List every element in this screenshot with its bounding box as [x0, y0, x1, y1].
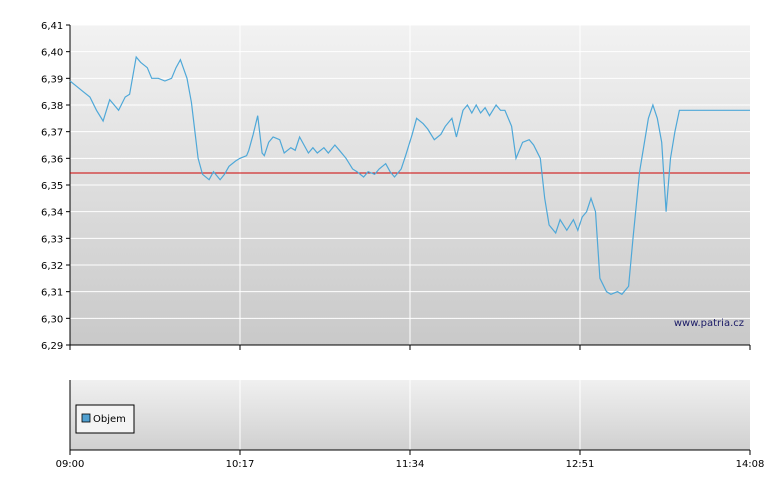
y-tick-label: 6,36 — [41, 154, 63, 165]
y-tick-label: 6,37 — [41, 128, 63, 139]
x-tick-label: 10:17 — [226, 459, 255, 470]
y-tick-label: 6,40 — [41, 48, 63, 59]
watermark: www.patria.cz — [674, 318, 744, 329]
x-tick-label: 09:00 — [56, 459, 85, 470]
y-tick-label: 6,39 — [41, 74, 63, 85]
y-tick-label: 6,29 — [41, 341, 63, 352]
y-tick-label: 6,34 — [41, 208, 63, 219]
price-x-tick-marks — [69, 345, 751, 350]
y-tick-label: 6,30 — [41, 314, 63, 325]
x-tick-label: 14:08 — [736, 459, 765, 470]
time-x-tick-labels: 09:00 10:17 11:34 12:51 14:08 — [56, 459, 765, 470]
legend: Objem — [75, 404, 135, 434]
y-tick-label: 6,33 — [41, 234, 63, 245]
volume-vertical-gridlines — [239, 380, 581, 450]
x-tick-label: 12:51 — [566, 459, 595, 470]
volume-x-tick-marks — [69, 450, 751, 455]
y-tick-label: 6,35 — [41, 181, 63, 192]
price-vertical-gridlines — [239, 25, 581, 345]
volume-panel: 09:00 10:17 11:34 12:51 14:08 Objem — [56, 380, 765, 470]
legend-swatch-objem — [81, 413, 91, 423]
price-panel: 6,29 6,30 6,31 6,32 6,33 6,34 6,35 6,36 6,37 6,38… — [41, 21, 751, 352]
y-tick-label: 6,31 — [41, 288, 63, 299]
y-tick-label: 6,38 — [41, 101, 63, 112]
y-tick-label: 6,32 — [41, 261, 63, 272]
x-tick-label: 11:34 — [396, 459, 425, 470]
price-series-line — [69, 55, 750, 296]
legend-label-objem: Objem — [93, 414, 126, 425]
y-tick-label: 6,41 — [41, 21, 63, 32]
price-y-ticks: 6,29 6,30 6,31 6,32 6,33 6,34 6,35 6,36 6,37 6,38… — [41, 21, 70, 352]
